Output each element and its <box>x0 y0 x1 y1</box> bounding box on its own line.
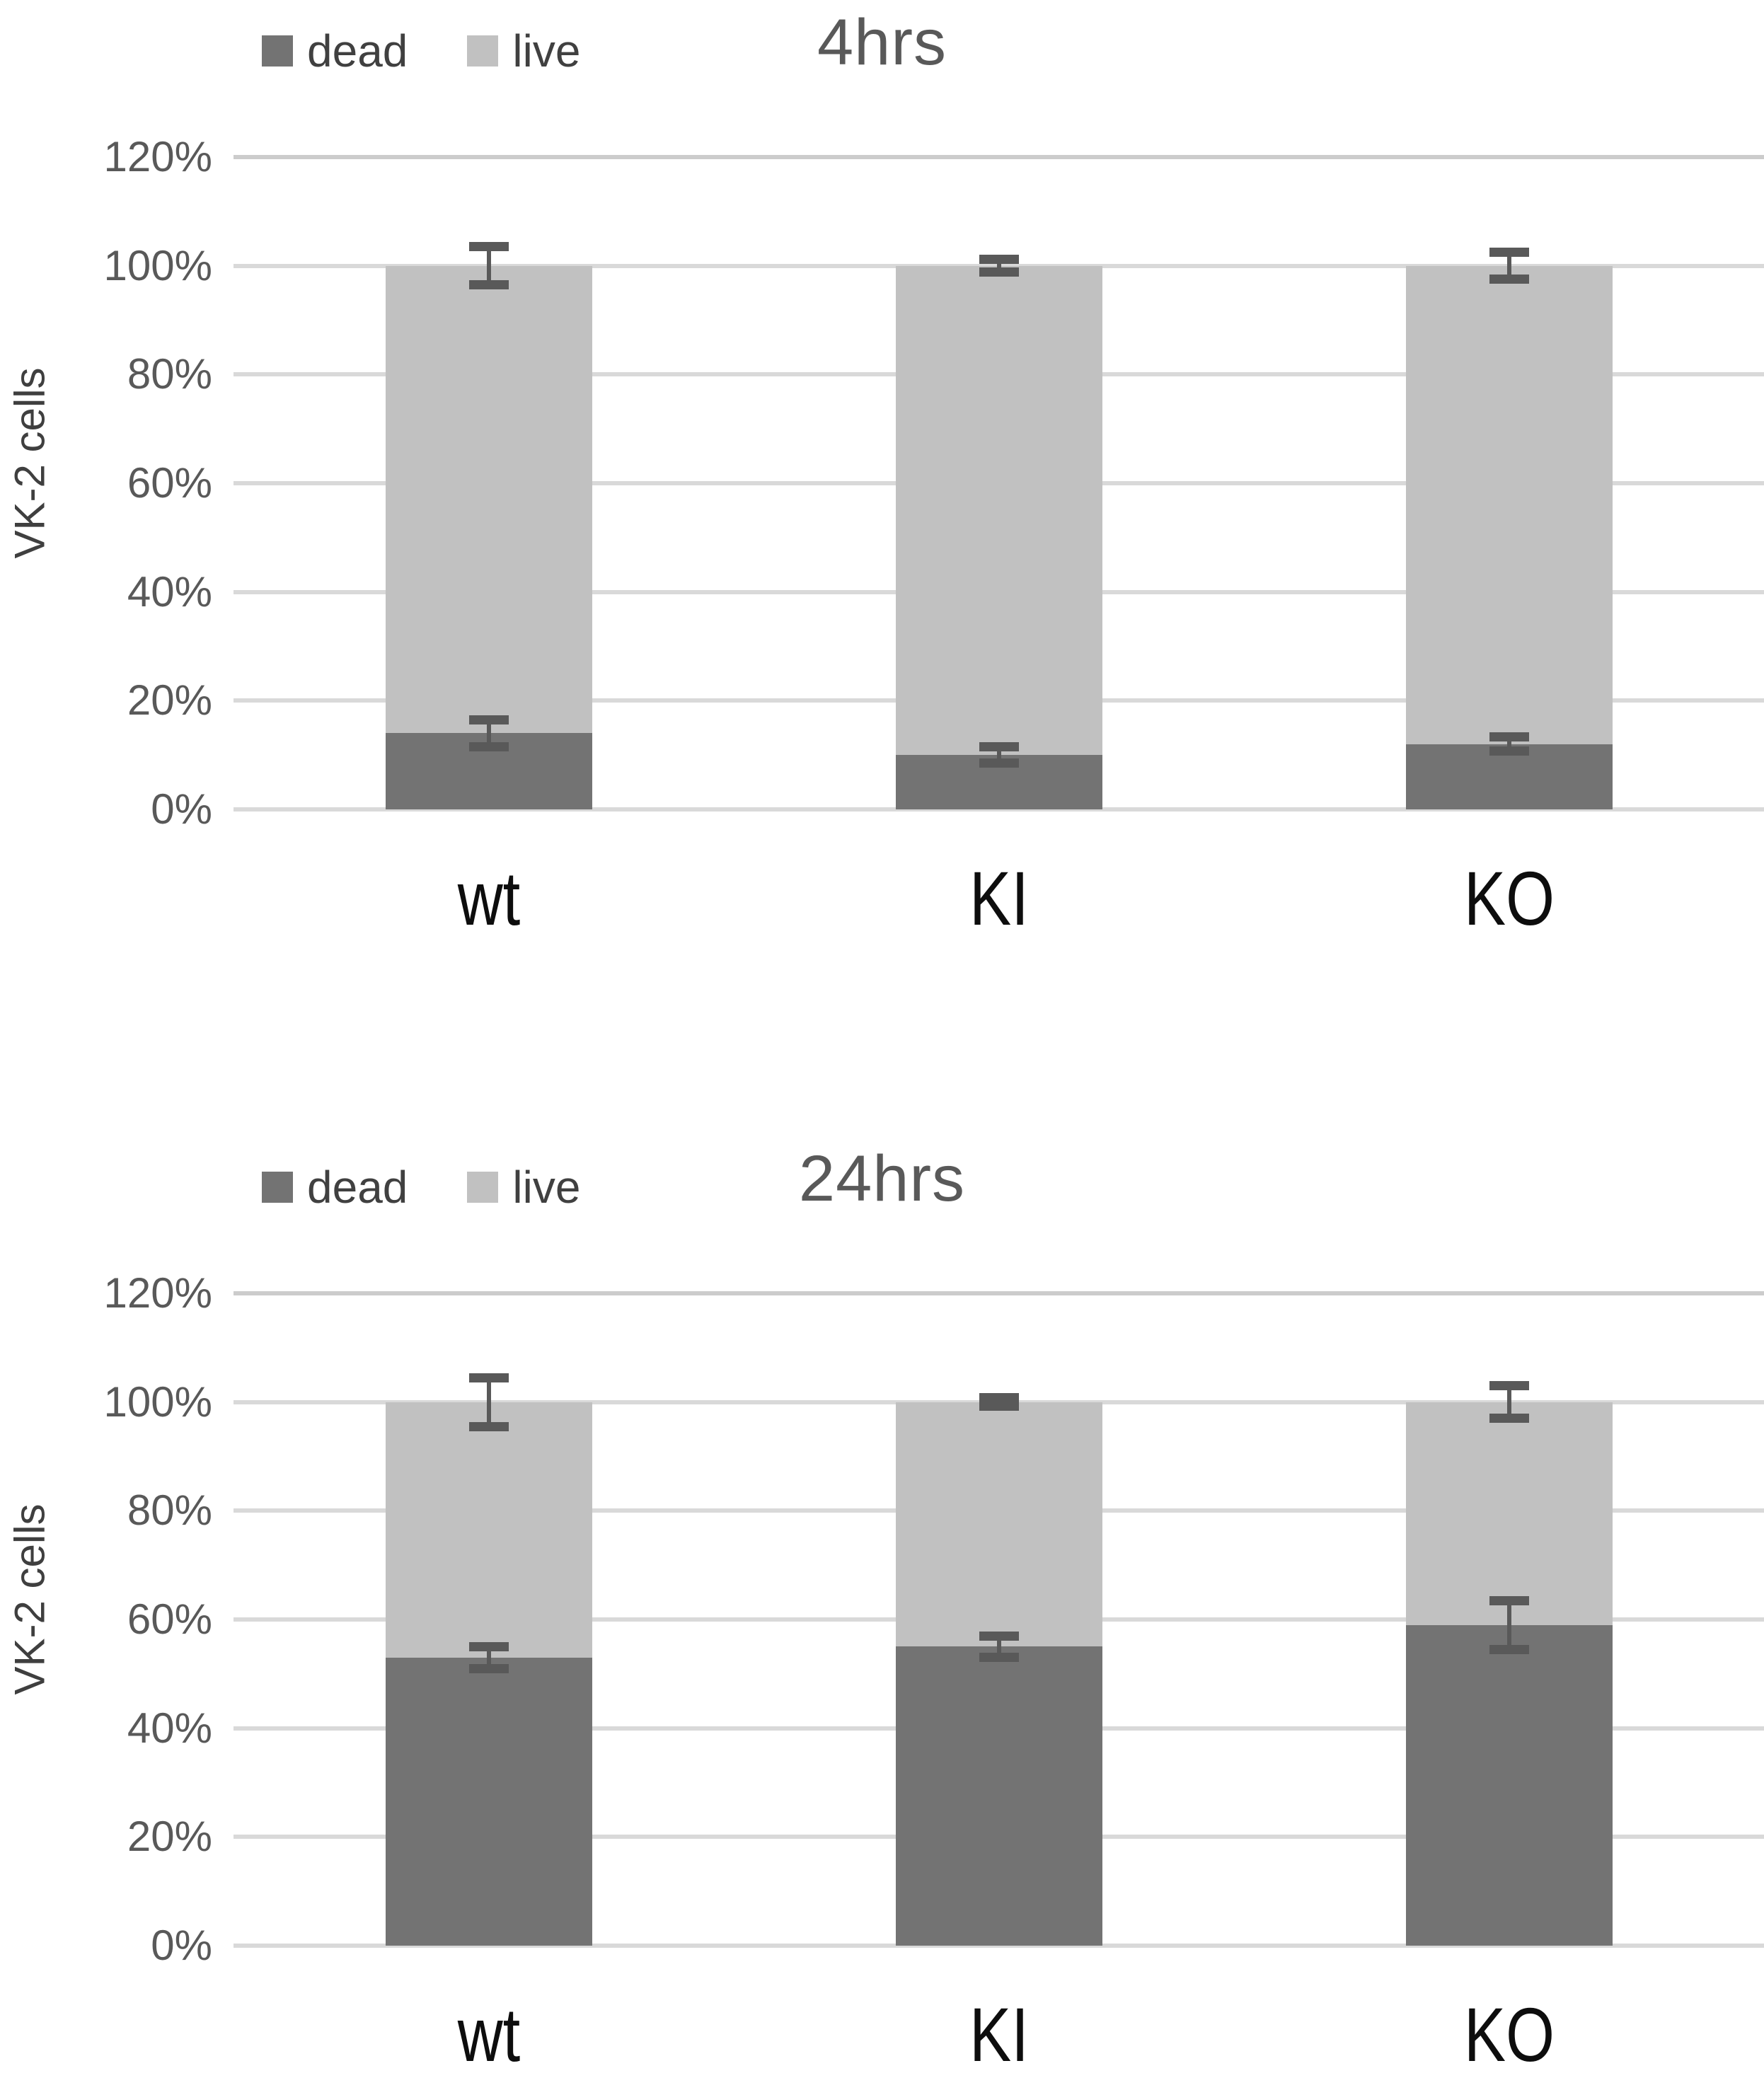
ytick-label-0: 0% <box>151 785 212 833</box>
error-bar-cap-high-live-KO <box>1489 1381 1529 1391</box>
error-bar-cap-low-live-KO <box>1489 275 1529 284</box>
legend-label: dead <box>307 1162 408 1213</box>
gridline-120 <box>234 155 1764 159</box>
error-bar-dead-KI <box>996 746 1001 763</box>
error-bar-cap-high-dead-KO <box>1489 1595 1529 1605</box>
bar-segment-live-KO <box>1405 1402 1613 1625</box>
ytick-label-60: 60% <box>127 1595 212 1643</box>
ytick-label-20: 20% <box>127 676 212 724</box>
ytick-label-80: 80% <box>127 350 212 398</box>
legend-item-dead: dead <box>262 28 408 74</box>
plot-area <box>234 1291 1764 1948</box>
ytick-label-20: 20% <box>127 1813 212 1861</box>
legend-item-live: live <box>467 28 580 74</box>
error-bar-cap-high-dead-KI <box>979 742 1019 752</box>
category-label-KO: KO <box>1463 855 1555 941</box>
legend-swatch-live-icon <box>467 35 499 67</box>
error-bar-cap-low-dead-wt <box>468 742 509 752</box>
bar-segment-dead-KI <box>895 1646 1102 1946</box>
bar-segment-live-KO <box>1405 265 1613 744</box>
category-label-KI: KI <box>969 855 1029 941</box>
ytick-label-100: 100% <box>103 1378 212 1426</box>
error-bar-cap-high-dead-KO <box>1489 732 1529 742</box>
ytick-label-80: 80% <box>127 1486 212 1535</box>
error-bar-cap-low-live-KI <box>979 267 1019 277</box>
error-bar-cap-high-dead-wt <box>468 1641 509 1651</box>
error-bar-cap-high-live-KO <box>1489 247 1529 257</box>
category-label-KO: KO <box>1463 1992 1555 2073</box>
legend-label: live <box>512 1162 581 1213</box>
legend-swatch-live-icon <box>467 1172 499 1203</box>
ytick-label-60: 60% <box>127 459 212 507</box>
ytick-label-100: 100% <box>103 241 212 289</box>
y-axis-ticks: 0% 20% 40% 60% 80% 100% 120% <box>0 1269 212 1969</box>
ytick-label-120: 120% <box>103 133 212 180</box>
chart-title: 24hrs <box>798 1143 966 1215</box>
x-axis-labels: wt KI KO <box>234 1989 1764 2073</box>
x-axis-labels: wt KI KO <box>234 853 1764 959</box>
bar-segment-live-KI <box>895 265 1102 756</box>
legend-swatch-dead-icon <box>262 35 293 67</box>
legend-item-live: live <box>467 1165 580 1210</box>
ytick-label-120: 120% <box>103 1269 212 1317</box>
error-bar-cap-low-live-KO <box>1489 1414 1529 1424</box>
category-label-wt: wt <box>457 855 520 941</box>
error-bar-cap-low-dead-KI <box>979 758 1019 768</box>
error-bar-cap-high-dead-wt <box>468 715 509 724</box>
legend-label: dead <box>307 25 408 76</box>
error-bar-cap-high-live-KI <box>979 254 1019 264</box>
error-bar-live-wt <box>486 1378 491 1427</box>
ytick-label-40: 40% <box>127 1704 212 1752</box>
error-bar-live-wt <box>486 246 491 285</box>
error-bar-cap-low-live-KI <box>979 1402 1019 1411</box>
legend-item-dead: dead <box>262 1165 408 1210</box>
error-bar-cap-high-live-wt <box>468 242 509 252</box>
error-bar-cap-low-dead-KO <box>1489 1644 1529 1654</box>
plot-area <box>234 155 1764 812</box>
ytick-label-40: 40% <box>127 567 212 616</box>
error-bar-cap-high-dead-KI <box>979 1631 1019 1641</box>
error-bar-dead-wt <box>486 720 491 747</box>
error-bar-cap-low-dead-wt <box>468 1663 509 1673</box>
error-bar-cap-low-dead-KO <box>1489 746 1529 756</box>
error-bar-cap-high-live-wt <box>468 1373 509 1382</box>
category-label-wt: wt <box>457 1992 520 2073</box>
bar-segment-dead-wt <box>385 1657 592 1946</box>
gridline-120 <box>234 1291 1764 1295</box>
bar-segment-live-wt <box>385 1402 592 1658</box>
error-bar-dead-KI <box>996 1636 1001 1658</box>
error-bar-cap-high-live-KI <box>979 1393 1019 1403</box>
error-bar-live-KO <box>1506 252 1511 279</box>
legend: dead live <box>262 1165 580 1210</box>
legend-label: live <box>512 25 581 76</box>
bar-segment-live-KI <box>895 1402 1102 1647</box>
gridline-0 <box>234 1944 1764 1948</box>
error-bar-cap-low-dead-KI <box>979 1653 1019 1663</box>
y-axis-ticks: 0% 20% 40% 60% 80% 100% 120% <box>0 133 212 833</box>
bar-segment-dead-KO <box>1405 1624 1613 1946</box>
chart-4hrs: 4hrs dead live VK-2 cells 0% 20% 40% 60% 80% 1… <box>0 0 1764 969</box>
chart-title: 4hrs <box>817 6 947 79</box>
category-label-KI: KI <box>969 1992 1029 2073</box>
legend-swatch-dead-icon <box>262 1172 293 1203</box>
bar-segment-live-wt <box>385 265 592 734</box>
error-bar-dead-KO <box>1506 737 1511 751</box>
error-bar-cap-low-live-wt <box>468 1421 509 1431</box>
error-bar-live-KI <box>996 259 1001 272</box>
chart-24hrs: 24hrs dead live VK-2 cells 0% 20% 40% 60% 80%… <box>0 1136 1764 2073</box>
error-bar-cap-low-live-wt <box>468 280 509 290</box>
error-bar-dead-KO <box>1506 1600 1511 1650</box>
ytick-label-0: 0% <box>151 1922 212 1969</box>
error-bar-live-KO <box>1506 1385 1511 1419</box>
gridline-0 <box>234 807 1764 812</box>
error-bar-dead-wt <box>486 1646 491 1669</box>
legend: dead live <box>262 28 580 74</box>
